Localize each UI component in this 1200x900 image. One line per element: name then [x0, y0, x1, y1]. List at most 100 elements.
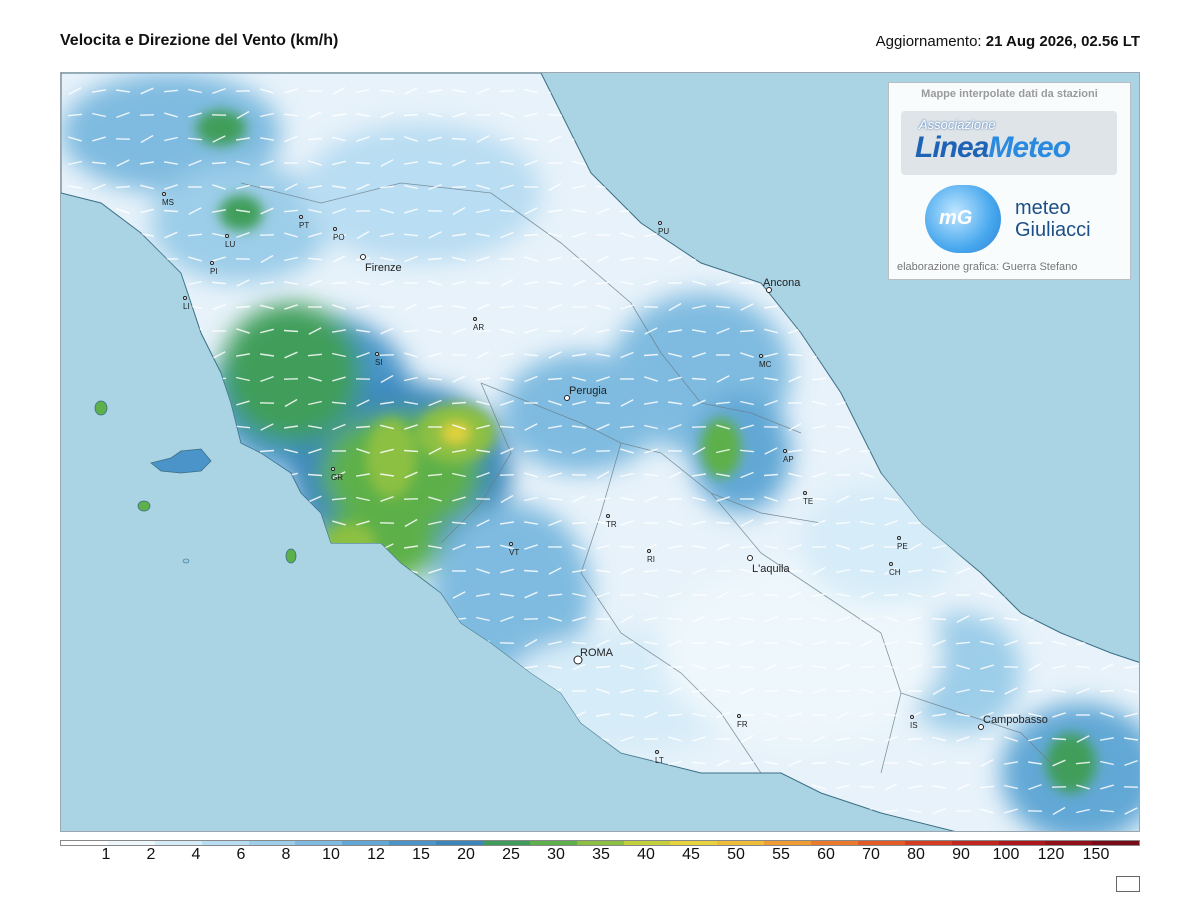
wind-barb	[332, 304, 346, 310]
wind-barb	[236, 231, 250, 239]
wind-barb	[284, 351, 298, 359]
wind-barb	[691, 641, 707, 645]
wind-barb	[475, 281, 491, 285]
wind-barb	[547, 593, 563, 597]
wind-barb	[259, 449, 275, 453]
wind-barb	[1076, 735, 1090, 743]
wind-barb	[499, 425, 515, 429]
wind-barb	[619, 545, 635, 549]
wind-barb	[1100, 663, 1114, 671]
city-marker	[658, 221, 662, 225]
wind-barb	[932, 686, 946, 696]
wind-barb	[403, 329, 419, 333]
wind-barb	[715, 617, 731, 621]
wind-barb	[619, 257, 635, 261]
city-marker	[210, 261, 214, 265]
wind-barb	[572, 663, 586, 671]
wind-barb	[907, 737, 923, 741]
wind-barb	[235, 137, 251, 141]
scale-label: 150	[1082, 846, 1110, 863]
wind-barb	[764, 399, 778, 407]
wind-barb	[332, 423, 346, 431]
wind-barb	[1100, 760, 1114, 766]
scale-swatch	[951, 841, 999, 845]
wind-barb	[620, 664, 634, 670]
wind-barb	[404, 471, 418, 479]
wind-barb	[548, 256, 562, 262]
wind-barb	[596, 423, 610, 431]
wind-barb	[859, 497, 875, 501]
wind-barb	[140, 184, 154, 190]
wind-barb	[524, 328, 538, 334]
wind-barb	[668, 760, 682, 766]
wind-barb	[644, 448, 658, 454]
wind-barb	[883, 593, 899, 597]
wind-barb	[164, 136, 178, 142]
wind-barb	[764, 544, 778, 550]
wind-barb	[811, 449, 827, 453]
wind-barb	[331, 185, 347, 189]
wind-barb	[644, 327, 658, 335]
mg-letters: mG	[939, 207, 973, 229]
wind-barb	[428, 183, 442, 191]
wind-barb	[403, 113, 419, 117]
wind-barb	[1004, 784, 1018, 790]
wind-map[interactable]: Firenze Perugia Ancona L'aquila ROMA Campobas…	[60, 72, 1140, 832]
wind-barb	[452, 327, 466, 335]
scale-swatch	[295, 841, 343, 845]
wind-barb	[716, 327, 730, 335]
scale-swatch	[529, 841, 577, 845]
wind-barb	[188, 112, 202, 118]
wind-barb	[500, 494, 514, 504]
wind-barb	[571, 425, 587, 429]
wind-barb	[404, 352, 418, 358]
wind-barb	[163, 209, 179, 213]
wind-barb	[884, 616, 898, 622]
wind-barb	[500, 184, 514, 190]
city-marker	[759, 354, 763, 358]
wind-barb	[404, 184, 418, 190]
wind-barb	[452, 472, 466, 478]
wind-barb	[883, 641, 899, 645]
wind-barb	[308, 448, 322, 454]
wind-barb	[668, 376, 682, 382]
wind-barb	[1099, 809, 1115, 813]
wind-barb	[1028, 736, 1042, 742]
wind-barb	[908, 592, 922, 598]
wind-barb	[500, 615, 514, 623]
wind-barb	[523, 281, 539, 285]
wind-barb	[739, 449, 755, 453]
wind-barb	[404, 87, 418, 95]
wind-barb	[1076, 784, 1090, 790]
city-marker	[375, 352, 379, 356]
wind-barb	[596, 376, 610, 382]
city-labels: Firenze Perugia Ancona L'aquila ROMA Campobas…	[162, 192, 1048, 765]
wind-barb	[572, 447, 586, 455]
wind-barb	[835, 425, 851, 429]
wind-barb	[260, 254, 274, 264]
scale-label: 12	[367, 846, 385, 863]
wind-barb	[476, 568, 490, 574]
lineameteo-logo[interactable]: Associazione LineaMeteo	[901, 111, 1117, 175]
meteo-giuliacci-icon[interactable]	[925, 185, 1001, 253]
wind-barb	[788, 543, 802, 551]
wind-barb	[835, 737, 851, 741]
wind-barb	[956, 783, 970, 791]
wind-barb	[380, 495, 394, 503]
wind-barb	[619, 641, 635, 645]
wind-barb	[644, 376, 658, 382]
wind-barb	[380, 280, 394, 286]
wind-barb	[428, 496, 442, 502]
scale-swatch	[857, 841, 905, 845]
wind-barb	[812, 616, 826, 622]
wind-barb	[428, 136, 442, 142]
wind-barb	[139, 161, 155, 165]
wind-barb	[763, 521, 779, 525]
wind-barb	[451, 521, 467, 525]
wind-barb	[572, 326, 586, 336]
wind-barb	[595, 401, 611, 405]
wind-barb	[1028, 783, 1042, 791]
toggle-box[interactable]	[1116, 876, 1140, 892]
wind-barb	[451, 233, 467, 237]
scale-label: 25	[502, 846, 520, 863]
